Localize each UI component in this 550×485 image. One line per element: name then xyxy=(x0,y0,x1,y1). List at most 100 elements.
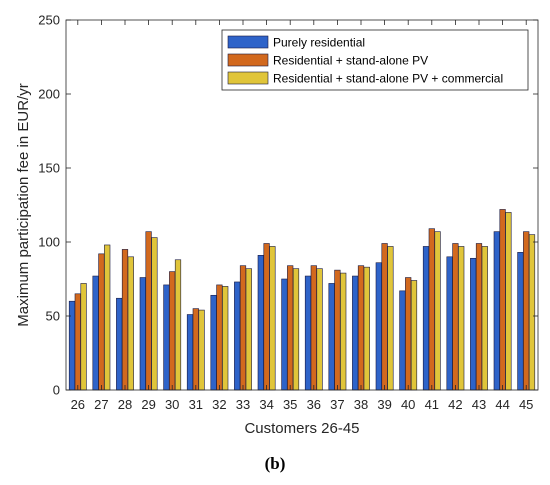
bar-28-series-1 xyxy=(116,297,123,391)
bar-38-series-3 xyxy=(363,266,370,391)
y-tick-labels: 0 50 100 150 200 250 xyxy=(38,13,60,398)
y-tick-label: 250 xyxy=(38,13,60,28)
x-tick-label: 41 xyxy=(425,397,439,412)
bar-40-series-2 xyxy=(405,277,412,391)
x-tick-label: 37 xyxy=(330,397,344,412)
bar-34-series-3 xyxy=(269,246,276,391)
bar-39-series-2 xyxy=(381,243,388,391)
x-tick-label: 36 xyxy=(307,397,321,412)
legend-box xyxy=(221,29,529,91)
bar-32-series-2 xyxy=(216,284,223,391)
x-axis-title: Customers 26-45 xyxy=(244,420,359,437)
bar-28-series-3 xyxy=(127,256,134,391)
x-tick-label: 30 xyxy=(165,397,179,412)
bar-29-series-2 xyxy=(145,231,152,391)
bars-layer xyxy=(68,209,536,391)
y-axis-title: Maximum participation fee in EUR/yr xyxy=(15,83,32,326)
bar-43-series-1 xyxy=(470,257,477,391)
x-tick-label: 31 xyxy=(189,397,203,412)
legend-entry: Residential + stand-alone PV xyxy=(273,54,428,68)
bar-43-series-3 xyxy=(481,246,488,391)
y-tick-label: 150 xyxy=(38,161,60,176)
bar-37-series-2 xyxy=(334,269,341,391)
x-tick-label: 44 xyxy=(495,397,509,412)
bar-40-series-3 xyxy=(410,280,418,391)
legend-swatch xyxy=(227,35,269,49)
bar-26-series-2 xyxy=(74,293,81,391)
bar-32-series-1 xyxy=(210,294,217,391)
bar-39-series-3 xyxy=(387,246,394,391)
bar-26-series-3 xyxy=(80,283,87,391)
bar-33-series-2 xyxy=(239,265,247,391)
axes xyxy=(65,19,539,391)
bar-41-series-3 xyxy=(434,231,441,391)
bar-38-series-2 xyxy=(357,265,365,391)
legend: Purely residential Residential + stand-al… xyxy=(221,29,529,91)
bar-41-series-1 xyxy=(422,246,430,391)
x-tick-label: 35 xyxy=(283,397,297,412)
bar-44-series-2 xyxy=(499,209,506,391)
bar-45-series-1 xyxy=(517,252,524,391)
x-tick-label: 42 xyxy=(448,397,462,412)
bar-35-series-2 xyxy=(287,265,294,391)
bar-42-series-2 xyxy=(452,243,459,391)
bar-31-series-1 xyxy=(186,314,194,391)
bar-28-series-2 xyxy=(121,249,129,391)
axes-box xyxy=(65,19,539,391)
y-tick-label: 50 xyxy=(46,309,60,324)
bar-36-series-1 xyxy=(304,275,312,391)
x-tick-label: 27 xyxy=(94,397,108,412)
x-tick-label: 28 xyxy=(118,397,132,412)
bar-26-series-1 xyxy=(68,300,76,391)
x-tick-label: 34 xyxy=(259,397,273,412)
bar-27-series-1 xyxy=(92,275,99,391)
x-tick-label: 43 xyxy=(472,397,486,412)
bar-34-series-2 xyxy=(263,243,270,391)
bar-37-series-1 xyxy=(328,283,335,391)
bar-33-series-1 xyxy=(234,281,241,391)
bar-31-series-2 xyxy=(192,308,199,391)
bar-37-series-3 xyxy=(340,272,347,391)
bar-36-series-2 xyxy=(310,265,317,391)
bar-27-series-3 xyxy=(104,244,111,391)
bar-42-series-3 xyxy=(458,246,465,391)
x-tick-label: 38 xyxy=(354,397,368,412)
legend-swatch xyxy=(227,53,269,67)
x-tick-label: 45 xyxy=(519,397,533,412)
figure-caption: (b) xyxy=(264,454,286,473)
bar-45-series-3 xyxy=(528,234,536,391)
y-tick-label: 100 xyxy=(38,235,60,250)
bar-43-series-2 xyxy=(475,243,483,391)
x-tick-label: 32 xyxy=(212,397,226,412)
bar-34-series-1 xyxy=(257,255,264,391)
x-tick-label: 26 xyxy=(71,397,85,412)
y-tick-label: 200 xyxy=(38,87,60,102)
x-tick-label: 29 xyxy=(141,397,155,412)
x-tick-label: 33 xyxy=(236,397,250,412)
bar-41-series-2 xyxy=(428,228,435,391)
x-tick-labels: 26 27 28 29 30 31 32 33 34 35 36 37 38 39 40 41 42 43 44 45 xyxy=(71,397,534,412)
bar-30-series-2 xyxy=(169,271,176,391)
legend-swatch xyxy=(227,71,269,85)
bar-36-series-3 xyxy=(316,268,323,391)
bar-44-series-3 xyxy=(505,212,512,391)
bar-39-series-1 xyxy=(375,262,382,391)
legend-entry: Purely residential xyxy=(273,36,365,50)
bar-33-series-3 xyxy=(245,268,252,391)
bar-29-series-1 xyxy=(139,277,146,391)
bar-30-series-1 xyxy=(163,284,170,391)
x-tick-label: 40 xyxy=(401,397,415,412)
bar-31-series-3 xyxy=(198,309,205,391)
bar-29-series-3 xyxy=(151,237,158,391)
x-tick-label: 39 xyxy=(377,397,391,412)
y-tick-label: 0 xyxy=(53,383,60,398)
bar-40-series-1 xyxy=(399,290,406,391)
legend-entry: Residential + stand-alone PV + commercia… xyxy=(273,72,503,86)
bar-44-series-1 xyxy=(493,231,500,391)
bar-45-series-2 xyxy=(523,231,530,391)
bar-27-series-2 xyxy=(98,253,105,391)
bar-35-series-3 xyxy=(292,268,300,391)
bar-30-series-3 xyxy=(174,259,182,391)
bar-38-series-1 xyxy=(352,275,359,391)
